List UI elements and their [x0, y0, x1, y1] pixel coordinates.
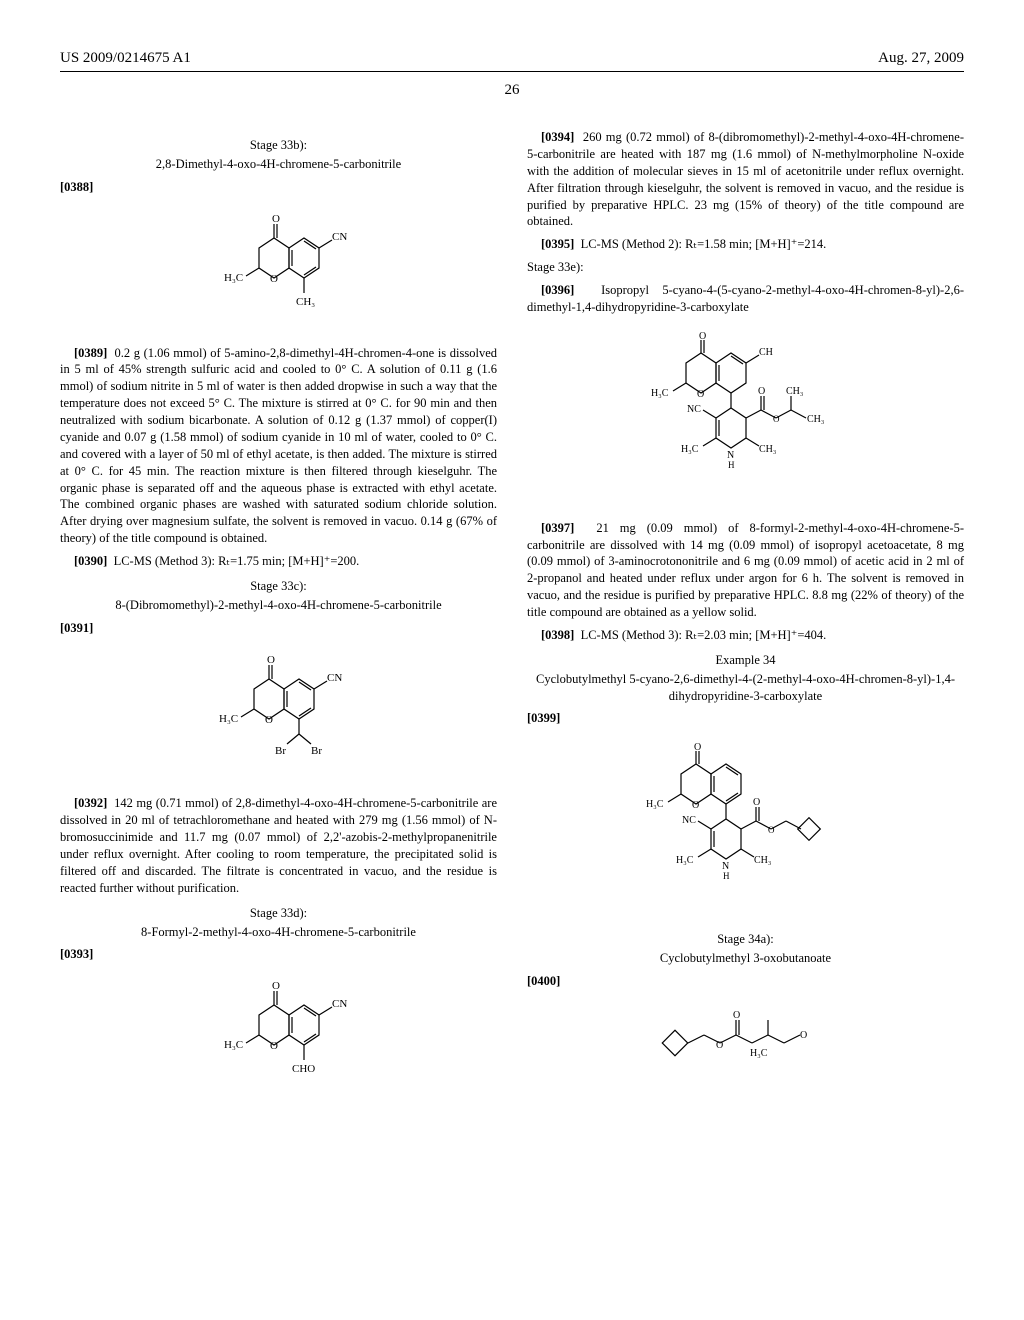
l-Oring: O [697, 389, 704, 400]
l-CH3r2: CH₃ [786, 386, 803, 397]
structure-ex34: O H₃C O NC O O H₃C N H CH₃ [527, 739, 964, 919]
l-CH3r1: CH₃ [807, 414, 824, 425]
label-Br1: Br [275, 745, 286, 757]
stage-34a-label: Stage 34a): [527, 931, 964, 948]
example-34-name: Cyclobutylmethyl 5-cyano-2,6-dimethyl-4-… [527, 671, 964, 705]
label-H3C: H₃C [219, 713, 238, 725]
para-0399-num: [0399] [527, 711, 560, 725]
para-0397: [0397] 21 mg (0.09 mmol) of 8-formyl-2-m… [527, 520, 964, 621]
l-H: H [728, 460, 735, 470]
stage-33d-name: 8-Formyl-2-methyl-4-oxo-4H-chromene-5-ca… [60, 924, 497, 941]
l-NC: NC [682, 815, 696, 826]
l-CH: CH [759, 347, 773, 358]
l-Oester: O [758, 386, 765, 397]
para-0393-num: [0393] [60, 947, 93, 961]
l-H3Cb: H₃C [676, 855, 694, 866]
structure-33d: O CN H₃C O CHO [60, 975, 497, 1100]
label-O: O [272, 213, 280, 225]
l-H3C: H₃C [750, 1048, 768, 1059]
para-0398-num: [0398] [541, 628, 574, 642]
para-0390-num: [0390] [74, 554, 107, 568]
l-H3C: H₃C [651, 388, 669, 399]
para-0396-num: [0396] [541, 283, 574, 297]
label-O: O [272, 980, 280, 992]
l-O: O [694, 742, 701, 753]
para-0395-num: [0395] [541, 237, 574, 251]
content-columns: Stage 33b): 2,8-Dimethyl-4-oxo-4H-chrome… [60, 129, 964, 1112]
l-NC: NC [687, 404, 701, 415]
l-Omid: O [716, 1040, 723, 1051]
structure-33c: O CN H₃C O Br Br [60, 649, 497, 784]
publication-date: Aug. 27, 2009 [878, 50, 964, 67]
para-0392-num: [0392] [74, 796, 107, 810]
label-CN: CN [332, 231, 347, 243]
l-H: H [723, 871, 730, 881]
l-Omid: O [768, 825, 775, 835]
para-0397-text: 21 mg (0.09 mmol) of 8-formyl-2-methyl-4… [527, 521, 964, 619]
para-0396-text: Isopropyl 5-cyano-4-(5-cyano-2-methyl-4-… [527, 283, 964, 314]
l-O1: O [733, 1010, 740, 1021]
stage-33c-label: Stage 33c): [60, 578, 497, 595]
stage-33d-label: Stage 33d): [60, 905, 497, 922]
para-0396: [0396] Isopropyl 5-cyano-4-(5-cyano-2-me… [527, 282, 964, 316]
stage-34a-name: Cyclobutylmethyl 3-oxobutanoate [527, 950, 964, 967]
para-0395-text: LC-MS (Method 2): Rₜ=1.58 min; [M+H]⁺=21… [581, 237, 827, 251]
l-CH3b: CH₃ [754, 855, 771, 866]
structure-33b: O CN H₃C O CH₃ [60, 208, 497, 333]
right-column: [0394] 260 mg (0.72 mmol) of 8-(dibromom… [527, 129, 964, 1112]
label-Oring: O [270, 273, 278, 285]
l-Oester: O [753, 797, 760, 808]
para-0394-text: 260 mg (0.72 mmol) of 8-(dibromomethyl)-… [527, 130, 964, 228]
l-O: O [699, 331, 706, 342]
page-number: 26 [60, 82, 964, 99]
label-Oring: O [270, 1040, 278, 1052]
l-O3: O [800, 1030, 807, 1041]
para-0388-num: [0388] [60, 180, 93, 194]
label-O: O [267, 654, 275, 666]
label-H3C: H₃C [224, 1039, 243, 1051]
l-Omid: O [773, 414, 780, 424]
para-0389-num: [0389] [74, 346, 107, 360]
para-0391-num: [0391] [60, 621, 93, 635]
stage-33b-name: 2,8-Dimethyl-4-oxo-4H-chromene-5-carboni… [60, 156, 497, 173]
para-0392: [0392] 142 mg (0.71 mmol) of 2,8-dimethy… [60, 795, 497, 896]
page-header: US 2009/0214675 A1 Aug. 27, 2009 [60, 50, 964, 67]
para-0394: [0394] 260 mg (0.72 mmol) of 8-(dibromom… [527, 129, 964, 230]
l-CH3b: CH₃ [759, 444, 776, 455]
label-CN: CN [332, 998, 347, 1010]
left-column: Stage 33b): 2,8-Dimethyl-4-oxo-4H-chrome… [60, 129, 497, 1112]
label-Br2: Br [311, 745, 322, 757]
label-Oring: O [265, 714, 273, 726]
l-H3C: H₃C [646, 799, 664, 810]
label-CN: CN [327, 672, 342, 684]
para-0392-text: 142 mg (0.71 mmol) of 2,8-dimethyl-4-oxo… [60, 796, 497, 894]
label-CHO: CHO [292, 1063, 315, 1075]
para-0389-text: 0.2 g (1.06 mmol) of 5-amino-2,8-dimethy… [60, 346, 497, 546]
para-0400-num: [0400] [527, 974, 560, 988]
para-0390-text: LC-MS (Method 3): Rₜ=1.75 min; [M+H]⁺=20… [114, 554, 360, 568]
para-0398-text: LC-MS (Method 3): Rₜ=2.03 min; [M+H]⁺=40… [581, 628, 827, 642]
stage-33b-label: Stage 33b): [60, 137, 497, 154]
structure-34a: O O H₃C O [527, 1002, 964, 1087]
label-CH3: CH₃ [296, 296, 315, 308]
publication-number: US 2009/0214675 A1 [60, 50, 191, 67]
l-H3Cb: H₃C [681, 444, 699, 455]
label-H3C: H₃C [224, 272, 243, 284]
para-0390: [0390] LC-MS (Method 3): Rₜ=1.75 min; [M… [60, 553, 497, 570]
header-rule [60, 71, 964, 72]
para-0389: [0389] 0.2 g (1.06 mmol) of 5-amino-2,8-… [60, 345, 497, 548]
stage-33e-label: Stage 33e): [527, 259, 964, 276]
example-34-label: Example 34 [527, 652, 964, 669]
para-0397-num: [0397] [541, 521, 574, 535]
para-0395: [0395] LC-MS (Method 2): Rₜ=1.58 min; [M… [527, 236, 964, 253]
structure-33e: O CH H₃C O NC O O CH₃ CH₃ H₃C N H CH₃ [527, 328, 964, 508]
l-Oring: O [692, 800, 699, 811]
stage-33c-name: 8-(Dibromomethyl)-2-methyl-4-oxo-4H-chro… [60, 597, 497, 614]
para-0394-num: [0394] [541, 130, 574, 144]
para-0398: [0398] LC-MS (Method 3): Rₜ=2.03 min; [M… [527, 627, 964, 644]
